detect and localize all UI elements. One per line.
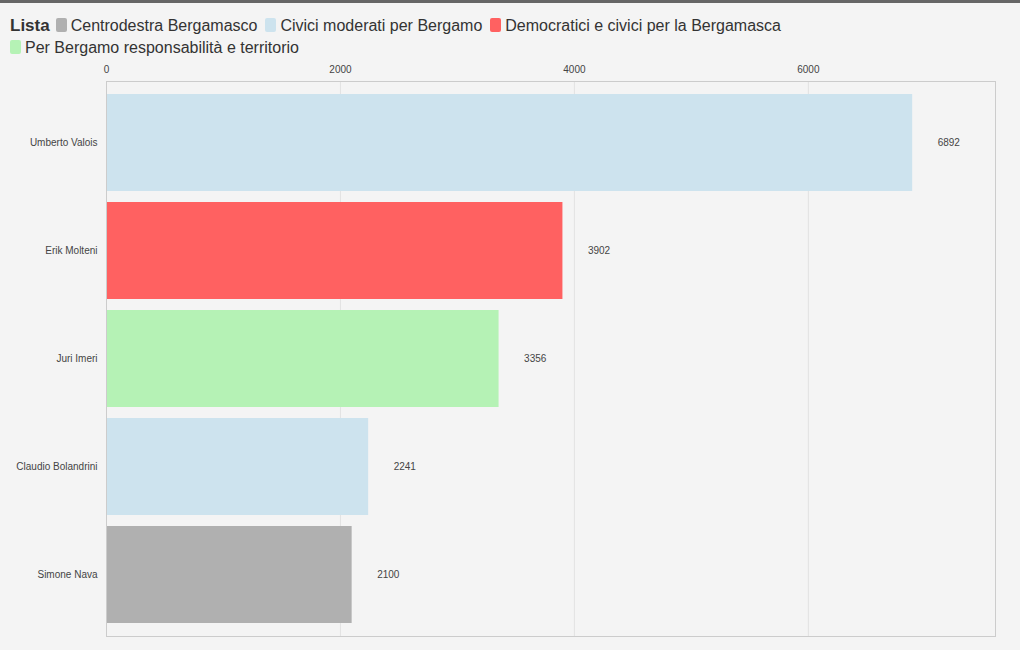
html-text:Lista: Lista (10, 16, 50, 35)
svg-text:2000: 2000 (329, 64, 352, 75)
svg-text:Juri Imeri: Juri Imeri (56, 353, 97, 364)
svg-text:6892: 6892 (938, 137, 961, 148)
html-text:Per Bergamo responsabilità e t: Per Bergamo responsabilità e territorio (25, 39, 299, 56)
svg-text:Umberto Valois: Umberto Valois (30, 137, 98, 148)
svg-text:Claudio Bolandrini: Claudio Bolandrini (16, 461, 97, 472)
svg-text:3356: 3356 (524, 353, 547, 364)
html-text:Democratici e civici per la Be: Democratici e civici per la Bergamasca (505, 17, 781, 34)
svg-text:2100: 2100 (377, 569, 400, 580)
html-text:Centrodestra Bergamasco: Centrodestra Bergamasco (70, 17, 258, 34)
svg-text:Erik Molteni: Erik Molteni (45, 245, 97, 256)
svg-text:4000: 4000 (563, 64, 586, 75)
svg-text:6000: 6000 (797, 64, 820, 75)
svg-text:3902: 3902 (588, 245, 611, 256)
svg-text:0: 0 (104, 64, 110, 75)
svg-text:2241: 2241 (394, 461, 417, 472)
svg-text:Simone Nava: Simone Nava (37, 569, 97, 580)
html-text:Civici moderati per Bergamo: Civici moderati per Bergamo (280, 17, 483, 34)
